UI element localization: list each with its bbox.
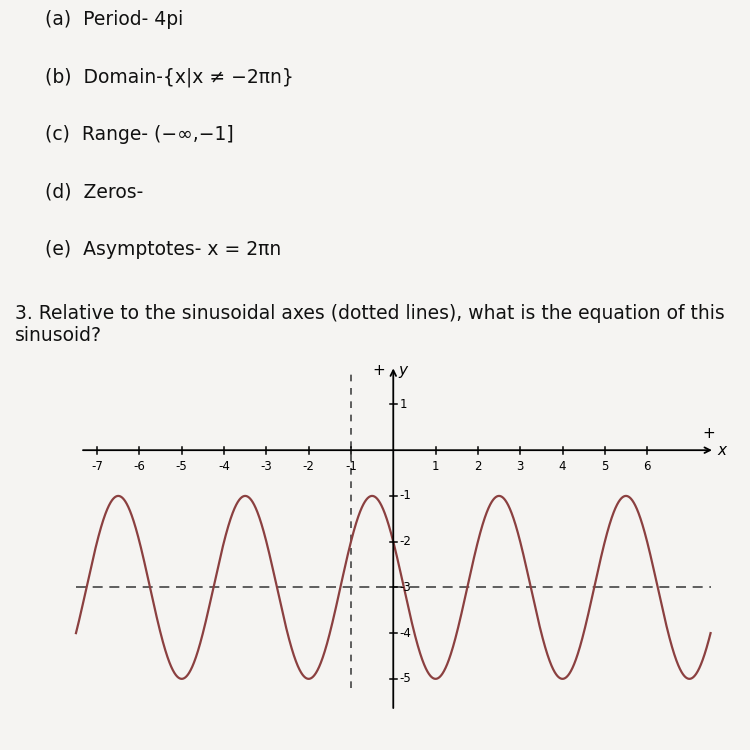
Text: (e)  Asymptotes- x = 2πn: (e) Asymptotes- x = 2πn	[45, 240, 281, 259]
Text: -1: -1	[400, 490, 412, 502]
Text: y: y	[398, 363, 407, 378]
Text: +: +	[372, 363, 385, 378]
Text: -5: -5	[400, 672, 411, 686]
Text: 3. Relative to the sinusoidal axes (dotted lines), what is the equation of this : 3. Relative to the sinusoidal axes (dott…	[15, 304, 724, 345]
Text: -4: -4	[218, 460, 230, 473]
Text: (d)  Zeros-: (d) Zeros-	[45, 182, 143, 201]
Text: -3: -3	[400, 581, 411, 594]
Text: -2: -2	[400, 536, 412, 548]
Text: 1: 1	[400, 398, 407, 411]
Text: (b)  Domain-{x|x ≠ −2πn}: (b) Domain-{x|x ≠ −2πn}	[45, 68, 294, 87]
Text: x: x	[717, 442, 726, 458]
Text: 5: 5	[601, 460, 608, 473]
Text: -4: -4	[400, 626, 412, 640]
Text: -6: -6	[134, 460, 146, 473]
Text: -2: -2	[303, 460, 314, 473]
Text: (c)  Range- (−∞,−1]: (c) Range- (−∞,−1]	[45, 124, 234, 144]
Text: 4: 4	[559, 460, 566, 473]
Text: -3: -3	[260, 460, 272, 473]
Text: 6: 6	[644, 460, 651, 473]
Text: -1: -1	[345, 460, 357, 473]
Text: 3: 3	[517, 460, 524, 473]
Text: +: +	[702, 426, 715, 441]
Text: (a)  Period- 4pi: (a) Period- 4pi	[45, 10, 183, 29]
Text: -7: -7	[92, 460, 103, 473]
Text: 1: 1	[432, 460, 439, 473]
Text: 2: 2	[474, 460, 482, 473]
Text: -5: -5	[176, 460, 188, 473]
